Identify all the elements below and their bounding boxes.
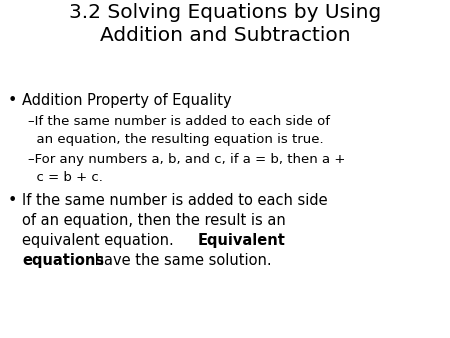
Text: If the same number is added to each side: If the same number is added to each side [22, 193, 328, 208]
Text: •: • [8, 193, 18, 208]
Text: Equivalent: Equivalent [198, 233, 286, 248]
Text: an equation, the resulting equation is true.: an equation, the resulting equation is t… [28, 133, 324, 146]
Text: •: • [8, 93, 18, 108]
Text: of an equation, then the result is an: of an equation, then the result is an [22, 213, 286, 228]
Text: –For any numbers a, b, and c, if a = b, then a +: –For any numbers a, b, and c, if a = b, … [28, 153, 346, 166]
Text: equivalent equation.: equivalent equation. [22, 233, 183, 248]
Text: equations: equations [22, 253, 104, 268]
Text: Addition Property of Equality: Addition Property of Equality [22, 93, 232, 108]
Text: have the same solution.: have the same solution. [90, 253, 272, 268]
Text: –If the same number is added to each side of: –If the same number is added to each sid… [28, 115, 330, 128]
Text: c = b + c.: c = b + c. [28, 171, 103, 184]
Text: 3.2 Solving Equations by Using
Addition and Subtraction: 3.2 Solving Equations by Using Addition … [69, 3, 381, 45]
